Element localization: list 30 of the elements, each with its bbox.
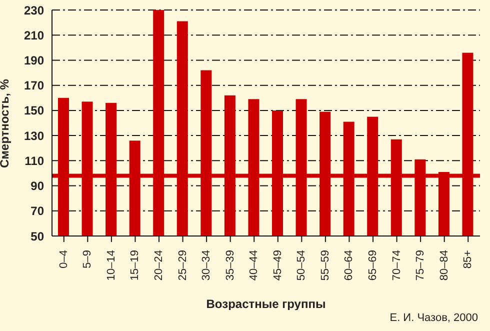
- x-tick-label: 75–79: [414, 250, 427, 281]
- y-tick-label: 230: [24, 3, 44, 18]
- x-tick-label: 5–9: [82, 250, 94, 268]
- y-tick-label: 170: [24, 78, 44, 93]
- x-tick-label: 10–14: [105, 250, 118, 281]
- x-tick-label: 60–64: [343, 250, 356, 281]
- x-tick-label: 80–84: [438, 250, 450, 281]
- y-tick-label: 70: [30, 204, 44, 218]
- x-tick-label: 40–44: [248, 250, 260, 281]
- x-tick-label: 65–69: [367, 250, 379, 281]
- x-tick-label: 55–59: [319, 250, 332, 281]
- y-tick-label: 90: [30, 179, 44, 194]
- y-tick-label: 190: [24, 53, 44, 68]
- x-tick-label: 30–34: [200, 250, 213, 281]
- text: Е. И. Чазов, 2000: [390, 312, 478, 324]
- x-tick-label: 20–24: [153, 250, 165, 281]
- x-tick-label: 85+: [462, 250, 474, 269]
- y-axis-title: Смертность, %: [0, 78, 12, 168]
- x-tick-label: 15–19: [129, 250, 142, 281]
- x-tick-label: 25–29: [176, 250, 189, 281]
- y-tick-label: 130: [24, 128, 44, 143]
- y-tick-label: 50: [30, 229, 44, 244]
- x-tick-label: 50–54: [296, 250, 308, 281]
- x-tick-label: 0–4: [58, 250, 70, 268]
- x-tick-label: 70–74: [390, 250, 403, 281]
- x-tick-label: 35–39: [224, 250, 236, 281]
- y-tick-label: 210: [24, 28, 44, 42]
- y-tick-label: 110: [24, 154, 44, 168]
- y-tick-label: 150: [24, 104, 44, 118]
- x-tick-label: 45–49: [272, 250, 284, 281]
